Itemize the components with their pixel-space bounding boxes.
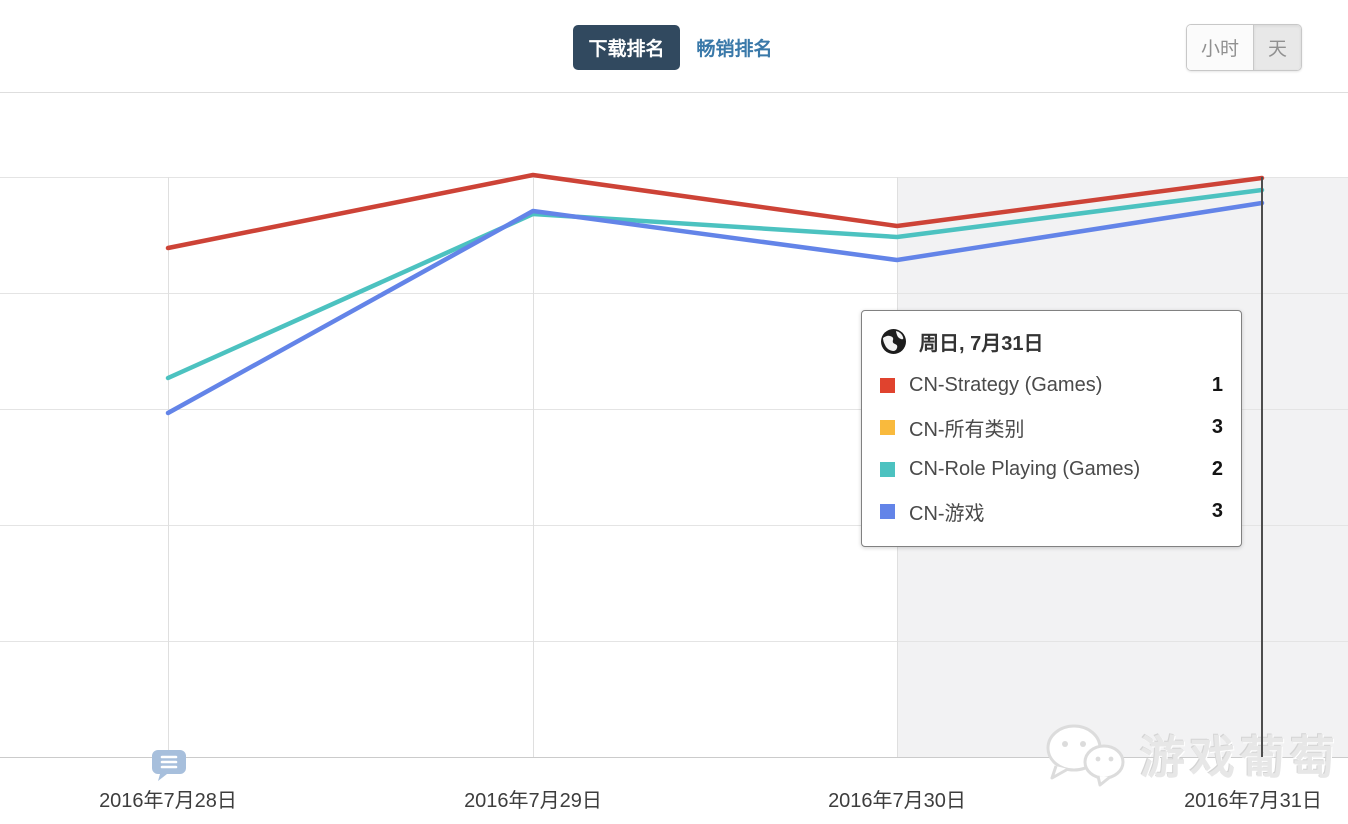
x-axis-line — [0, 757, 1348, 758]
tooltip-row: CN-所有类别 3 — [880, 406, 1223, 448]
series-rank-value: 2 — [1211, 457, 1223, 480]
tooltip-row: CN-游戏 3 — [880, 490, 1223, 532]
tab-download-ranking[interactable]: 下载排名 — [573, 25, 680, 70]
series-rank-value: 1 — [1211, 373, 1223, 396]
header-bar: 下载排名 畅销排名 小时 天 — [0, 0, 1348, 93]
series-swatch — [880, 377, 895, 393]
time-granularity-toggle: 小时 天 — [1186, 24, 1303, 71]
series-label: CN-所有类别 — [909, 418, 1025, 441]
tooltip-row: CN-Strategy (Games) 1 — [880, 364, 1223, 406]
series-swatch — [880, 461, 895, 477]
gridline-vertical — [168, 177, 169, 757]
series-line[interactable] — [165, 172, 1265, 251]
series-line[interactable] — [165, 200, 1265, 416]
series-rank-value: 3 — [1211, 415, 1223, 438]
series-label: CN-Role Playing (Games) — [909, 457, 1141, 480]
ranking-type-tabs: 下载排名 畅销排名 — [0, 0, 1348, 92]
tooltip-date: 周日, 7月31日 — [919, 333, 1044, 355]
x-axis-label: 2016年7月30日 — [828, 790, 966, 812]
tooltip-row: CN-Role Playing (Games) 2 — [880, 448, 1223, 490]
chart-tooltip: 周日, 7月31日 CN-Strategy (Games) 1 CN-所有类别 … — [861, 310, 1242, 547]
series-swatch — [880, 419, 895, 435]
series-label: CN-Strategy (Games) — [909, 373, 1103, 396]
series-rank-value: 3 — [1211, 499, 1223, 522]
hover-crosshair-line — [1261, 177, 1263, 757]
gridline-horizontal — [0, 641, 1348, 642]
gridline-vertical — [533, 177, 534, 757]
series-line[interactable] — [165, 187, 1265, 381]
series-label: CN-游戏 — [909, 502, 985, 525]
x-axis-label: 2016年7月29日 — [464, 790, 602, 812]
gridline-horizontal — [0, 409, 1348, 410]
toggle-hour-button[interactable]: 小时 — [1187, 25, 1254, 70]
x-axis-label: 2016年7月31日 — [1184, 790, 1322, 812]
comment-bubble-icon[interactable] — [151, 746, 187, 782]
globe-icon — [881, 329, 906, 354]
gridline-horizontal — [0, 177, 1348, 178]
tab-grossing-ranking[interactable]: 畅销排名 — [695, 25, 775, 70]
toggle-day-button[interactable]: 天 — [1253, 25, 1302, 70]
series-swatch — [880, 503, 895, 519]
tooltip-header: 周日, 7月31日 — [880, 327, 1223, 356]
gridline-horizontal — [0, 525, 1348, 526]
gridline-horizontal — [0, 293, 1348, 294]
x-axis-label: 2016年7月28日 — [99, 790, 237, 812]
